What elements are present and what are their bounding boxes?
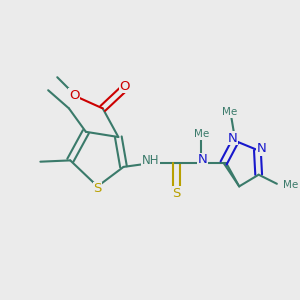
Text: Me: Me: [194, 129, 209, 140]
Text: O: O: [69, 89, 80, 102]
Text: N: N: [198, 153, 208, 167]
Text: N: N: [256, 142, 266, 155]
Text: S: S: [93, 182, 102, 196]
Text: Me: Me: [284, 180, 298, 190]
Text: Me: Me: [223, 107, 238, 117]
Text: NH: NH: [142, 154, 160, 167]
Text: N: N: [228, 132, 238, 145]
Text: O: O: [120, 80, 130, 93]
Text: S: S: [172, 187, 181, 200]
